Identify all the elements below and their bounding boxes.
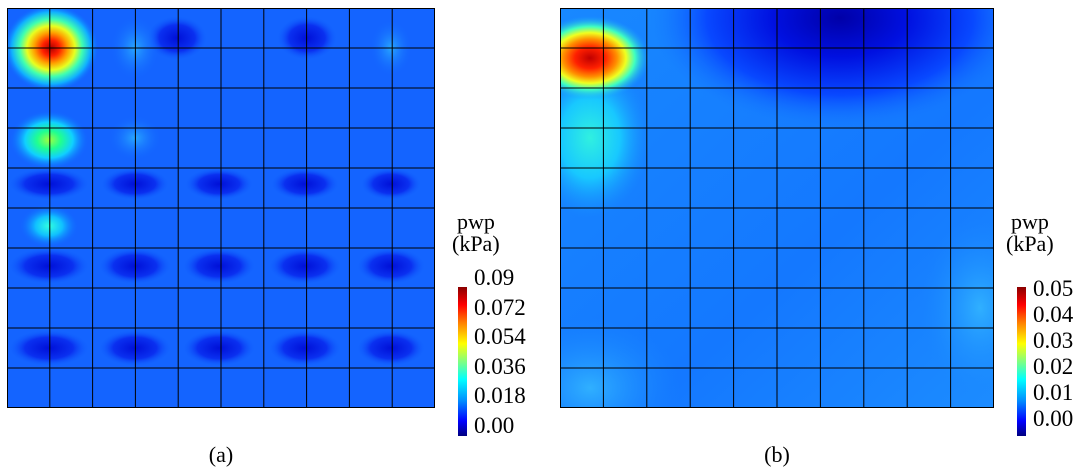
contour-a-lows [9,16,425,366]
colorbar-a-tick-5: 0.018 [474,383,526,408]
contour-b-fields [560,8,994,408]
colorbar-a-tick-6: 0.00 [474,413,515,438]
contour-plot-a [7,8,435,408]
contour-a-highs [7,8,413,248]
legend-b-title-line2: (kPa) [1006,231,1054,256]
legend-a-title-line2: (kPa) [452,231,500,256]
colorbar-a [458,287,467,436]
caption-b: (b) [764,442,790,467]
colorbar-a-tick-4: 0.036 [474,354,526,379]
colorbar-b [1017,287,1026,436]
contour-b-mesh [560,8,994,408]
colorbar-b-tick-2: 0.04 [1033,302,1074,327]
legend-a-title-line1: pwp [457,209,495,234]
colorbar-a-tick-3: 0.054 [474,324,526,349]
colorbar-b-tick-6: 0.00 [1033,406,1074,431]
legend-a-title: pwp (kPa) [452,211,500,255]
contour-plot-b-svg [560,8,994,408]
legend-b-title: pwp (kPa) [1006,211,1054,255]
legend-b-title-line1: pwp [1011,209,1049,234]
contour-plot-a-svg [7,8,435,408]
colorbar-b-tick-1: 0.05 [1033,276,1074,301]
colorbar-a-tick-1: 0.09 [474,265,515,290]
colorbar-b-tick-4: 0.02 [1033,354,1074,379]
contour-plot-b [560,8,994,408]
contour-a-mesh [7,8,435,408]
colorbar-b-tick-5: 0.01 [1033,380,1074,405]
colorbar-a-tick-2: 0.072 [474,295,526,320]
colorbar-b-tick-3: 0.03 [1033,328,1074,353]
caption-a: (a) [208,442,234,467]
